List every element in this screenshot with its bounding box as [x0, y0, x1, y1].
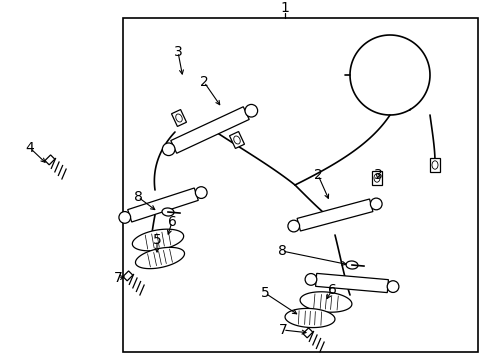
- Ellipse shape: [195, 187, 206, 198]
- Polygon shape: [45, 155, 55, 165]
- Ellipse shape: [373, 174, 379, 182]
- Ellipse shape: [305, 274, 316, 285]
- Polygon shape: [429, 158, 439, 172]
- Text: 6: 6: [167, 215, 176, 229]
- Ellipse shape: [233, 136, 240, 144]
- Polygon shape: [132, 229, 183, 251]
- Ellipse shape: [369, 198, 381, 210]
- Polygon shape: [302, 328, 312, 338]
- Polygon shape: [135, 247, 184, 269]
- Bar: [123, 18, 477, 352]
- Polygon shape: [300, 292, 351, 312]
- Text: 2: 2: [313, 168, 322, 182]
- Ellipse shape: [386, 281, 398, 292]
- Text: 5: 5: [152, 233, 161, 247]
- Ellipse shape: [162, 143, 175, 156]
- Text: 3: 3: [173, 45, 182, 59]
- Polygon shape: [122, 271, 133, 281]
- Polygon shape: [229, 131, 244, 148]
- Polygon shape: [315, 273, 387, 293]
- Ellipse shape: [346, 261, 357, 269]
- Polygon shape: [297, 199, 372, 231]
- Polygon shape: [170, 107, 249, 153]
- Polygon shape: [285, 309, 334, 328]
- Text: 3: 3: [373, 168, 382, 182]
- Text: 5: 5: [260, 286, 269, 300]
- Ellipse shape: [287, 220, 299, 232]
- Ellipse shape: [431, 161, 437, 169]
- Polygon shape: [171, 109, 186, 126]
- Text: 6: 6: [327, 283, 336, 297]
- Ellipse shape: [162, 208, 174, 216]
- Text: 8: 8: [133, 190, 142, 204]
- Polygon shape: [371, 171, 381, 185]
- Ellipse shape: [175, 114, 182, 122]
- Ellipse shape: [119, 212, 130, 223]
- Text: 1: 1: [280, 1, 289, 15]
- Text: 2: 2: [199, 75, 208, 89]
- Text: 4: 4: [25, 141, 34, 155]
- Text: 8: 8: [277, 244, 286, 258]
- Polygon shape: [127, 188, 198, 222]
- Ellipse shape: [244, 104, 257, 117]
- Text: 7: 7: [278, 323, 287, 337]
- Text: 7: 7: [113, 271, 122, 285]
